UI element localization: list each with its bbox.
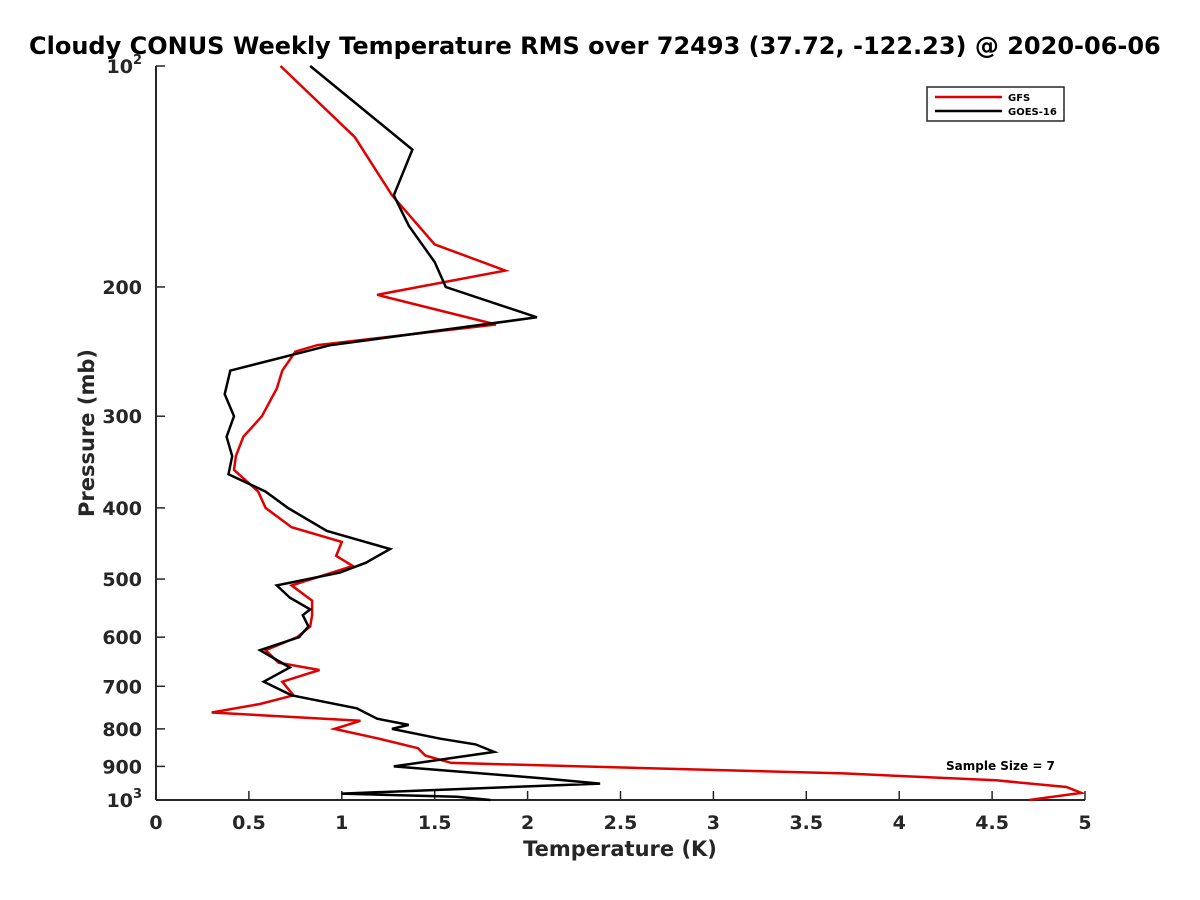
chart-title: Cloudy CONUS Weekly Temperature RMS over…: [29, 32, 1161, 60]
y-tick-label: 500: [102, 569, 142, 591]
y-tick-label: 600: [102, 627, 142, 649]
x-tick-label: 1.5: [418, 812, 452, 834]
sample-size-annotation: Sample Size = 7: [946, 759, 1055, 773]
x-tick-label: 3: [707, 812, 720, 834]
legend-label: GFS: [1008, 93, 1030, 104]
x-tick-label: 4: [893, 812, 906, 834]
x-tick-label: 0: [149, 812, 162, 834]
y-axis-label: Pressure (mb): [75, 349, 99, 517]
y-tick-label: 900: [102, 756, 142, 778]
x-tick-label: 3.5: [789, 812, 823, 834]
legend: GFS GOES-16: [926, 86, 1065, 122]
x-tick-label: 5: [1078, 812, 1091, 834]
series-line-gfs: [211, 65, 1087, 802]
y-tick-label: 103: [107, 787, 143, 812]
series-line-goes-16: [223, 65, 601, 802]
y-tick-label: 300: [102, 406, 142, 428]
axes: 0 0.5 1 1.5 2 2.5 3 3.5 4 4.5 5 102 200 300 400 500 600 7…: [102, 53, 1091, 834]
x-tick-label: 1: [335, 812, 348, 834]
y-tick-label: 102: [107, 53, 143, 78]
y-tick-label: 800: [102, 719, 142, 741]
y-tick-label: 200: [102, 277, 142, 299]
legend-label: GOES-16: [1008, 107, 1057, 118]
legend-box: [926, 86, 1065, 122]
x-tick-label: 0.5: [232, 812, 266, 834]
x-tick-label: 4.5: [975, 812, 1009, 834]
y-tick-label: 400: [102, 498, 142, 520]
y-tick-label: 700: [102, 676, 142, 698]
x-tick-label: 2: [521, 812, 534, 834]
x-axis-label: Temperature (K): [523, 837, 717, 861]
x-tick-label: 2.5: [604, 812, 638, 834]
series-layer: [211, 65, 1087, 802]
